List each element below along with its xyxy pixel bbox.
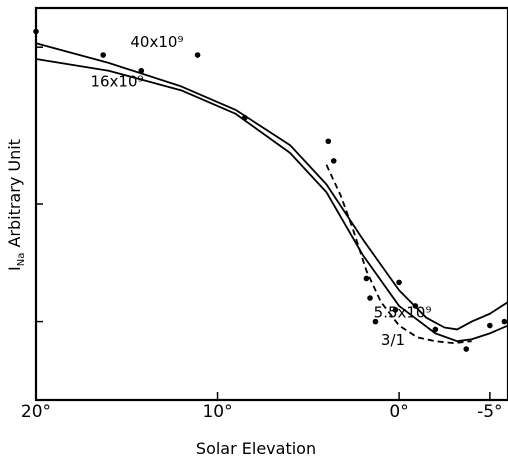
data-point [392, 307, 399, 313]
tick-marks [35, 46, 491, 400]
data-point [372, 318, 379, 325]
y-axis-title-subscript: Na [16, 253, 27, 267]
x-tick-label: 10° [202, 402, 232, 422]
data-point [432, 326, 439, 333]
curve-label: 3/1 [381, 331, 405, 349]
curve-label: 16x10⁹ [90, 72, 143, 90]
x-tick-label: -5° [477, 402, 502, 422]
x-tick-label: 20° [21, 402, 51, 422]
data-point [501, 318, 508, 325]
plot-frame [34, 6, 508, 402]
curves [35, 42, 508, 345]
y-axis-title-suffix: Arbitrary Unit [5, 139, 24, 253]
x-tick-label: 0° [389, 402, 408, 422]
data-point [363, 275, 370, 282]
data-point [463, 346, 470, 352]
curve-label: 40x10⁹ [130, 33, 183, 51]
data-point [138, 67, 145, 74]
x-tick-labels: 20° 10° 0° -5° [21, 402, 503, 422]
data-point [412, 303, 419, 309]
curve-5.5x10 [325, 164, 472, 345]
data-point [100, 52, 106, 58]
x-axis-title: Solar Elevation [196, 439, 316, 458]
curve-label: 5.5x10⁹ [374, 304, 432, 322]
data-point [396, 279, 402, 286]
data-point [194, 52, 201, 58]
data-point [367, 295, 373, 301]
curve-40x10 [35, 42, 508, 331]
data-point [325, 138, 332, 145]
data-point [33, 28, 39, 35]
y-axis-title-main: I [5, 266, 24, 271]
curve-16x10 [35, 58, 508, 343]
curve-labels: 40x10⁹ 16x10⁹ 5.5x10⁹ 3/1 [90, 33, 431, 349]
y-axis-title: INa Arbitrary Unit [5, 139, 27, 271]
data-points [33, 28, 508, 352]
data-point [487, 322, 493, 329]
data-point [330, 158, 337, 164]
data-point [241, 114, 248, 121]
